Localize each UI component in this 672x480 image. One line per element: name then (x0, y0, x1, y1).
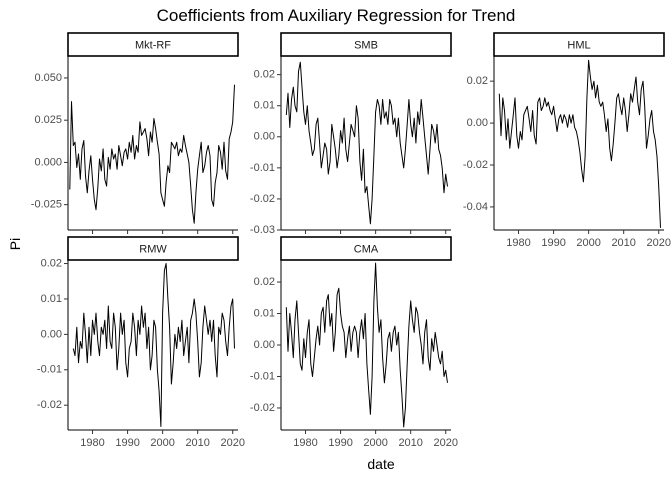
x-tick-label-hml: 1980 (506, 237, 530, 249)
series-line-mkt-rf (69, 84, 235, 224)
y-axis-label: Pi (7, 237, 23, 251)
facet-strip-mkt-rf (67, 32, 239, 57)
y-tick-label-hml: 0.02 (467, 75, 488, 87)
facet-strip-label-mkt-rf: Mkt-RF (135, 39, 171, 51)
x-tick-label-rmw: 2000 (150, 437, 174, 449)
x-axis-label: date (367, 456, 395, 472)
y-tick-label-smb: -0.02 (250, 193, 275, 205)
y-tick-label-cma: 0.02 (254, 276, 275, 288)
y-tick-label-mkt-rf: 0.050 (34, 72, 62, 84)
y-tick-label-rmw: 0.02 (41, 257, 62, 269)
y-tick-label-hml: -0.02 (463, 159, 488, 171)
y-tick-label-hml: 0.00 (467, 117, 488, 129)
y-tick-label-mkt-rf: 0.000 (34, 156, 62, 168)
x-tick-label-hml: 1990 (541, 237, 565, 249)
facet-strip-label-hml: HML (567, 39, 590, 51)
x-tick-label-cma: 2010 (398, 437, 422, 449)
series-line-smb (285, 61, 448, 225)
y-tick-label-cma: -0.02 (250, 402, 275, 414)
y-tick-label-smb: -0.03 (250, 224, 275, 236)
series-line-rmw (72, 263, 235, 427)
y-tick-label-smb: 0.01 (254, 100, 275, 112)
x-tick-label-cma: 2020 (434, 437, 458, 449)
x-tick-label-rmw: 1980 (80, 437, 104, 449)
facet-strip-rmw (67, 236, 239, 261)
series-line-hml (498, 59, 661, 228)
y-tick-label-rmw: -0.02 (37, 399, 62, 411)
x-tick-label-hml: 2000 (576, 237, 600, 249)
y-tick-label-rmw: -0.01 (37, 364, 62, 376)
x-tick-label-cma: 2000 (363, 437, 387, 449)
y-tick-label-rmw: 0.01 (41, 293, 62, 305)
facet-strip-label-smb: SMB (354, 39, 378, 51)
facet-strip-hml (493, 32, 665, 57)
facet-strip-smb (280, 32, 452, 57)
y-tick-label-cma: 0.01 (254, 307, 275, 319)
x-tick-label-cma: 1980 (293, 437, 317, 449)
y-tick-label-cma: -0.01 (250, 370, 275, 382)
chart-title: Coefficients from Auxiliary Regression f… (156, 6, 516, 25)
y-tick-label-smb: 0.00 (254, 131, 275, 143)
series-line-cma (285, 262, 448, 428)
x-tick-label-rmw: 2020 (221, 437, 245, 449)
facet-strip-label-cma: CMA (354, 243, 379, 255)
y-tick-label-hml: -0.04 (463, 201, 488, 213)
y-tick-label-mkt-rf: 0.025 (34, 114, 62, 126)
x-tick-label-rmw: 2010 (185, 437, 209, 449)
facet-strip-label-rmw: RMW (139, 243, 167, 255)
y-tick-label-mkt-rf: -0.025 (31, 199, 62, 211)
y-tick-label-smb: 0.02 (254, 69, 275, 81)
x-tick-label-rmw: 1990 (115, 437, 139, 449)
x-tick-label-hml: 2010 (611, 237, 635, 249)
x-tick-label-hml: 2020 (647, 237, 671, 249)
y-tick-label-rmw: 0.00 (41, 328, 62, 340)
y-tick-label-smb: -0.01 (250, 162, 275, 174)
y-tick-label-cma: 0.00 (254, 339, 275, 351)
facet-strip-cma (280, 236, 452, 261)
x-tick-label-cma: 1990 (328, 437, 352, 449)
